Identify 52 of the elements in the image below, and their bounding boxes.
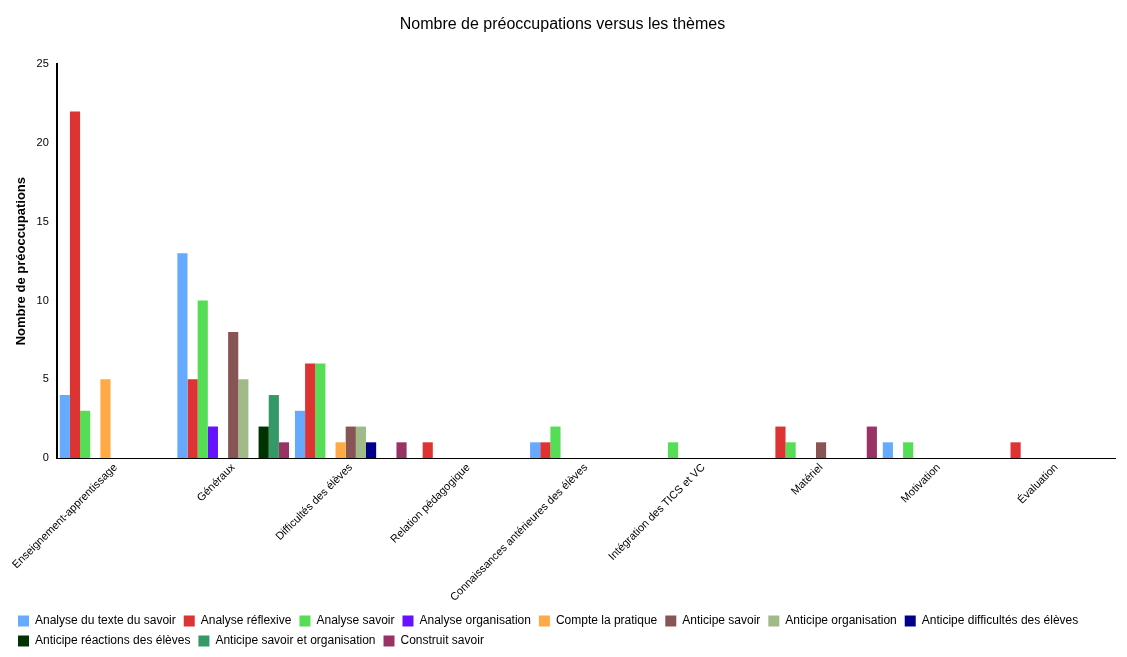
legend-label: Analyse réflexive [200, 613, 292, 628]
bar [197, 300, 208, 459]
bar [396, 442, 407, 459]
legend-label: Analyse du texte du savoir [35, 613, 176, 628]
bar [785, 442, 796, 459]
bar [258, 426, 269, 459]
bar [59, 395, 70, 459]
y-tick-label: 5 [42, 372, 49, 385]
bar [228, 332, 239, 459]
bar [315, 363, 326, 459]
y-tick-label: 20 [36, 136, 49, 148]
bar [305, 363, 316, 459]
y-tick-label: 25 [36, 57, 49, 70]
bar [238, 379, 249, 459]
bar [775, 426, 786, 459]
bar [80, 410, 91, 459]
y-tick-label: 15 [36, 214, 49, 227]
bar [345, 426, 356, 459]
legend-label: Anticipe organisation [785, 613, 897, 628]
legend-label: Analyse organisation [419, 613, 531, 628]
bar [1010, 442, 1021, 459]
legend-label: Anticipe savoir et organisation [215, 633, 376, 648]
bar [187, 379, 198, 459]
bar [882, 442, 893, 459]
legend-label: Anticipe réactions des élèves [35, 633, 191, 648]
y-tick-label: 10 [36, 293, 49, 306]
bar [422, 442, 433, 459]
bar [69, 111, 81, 459]
bar [903, 442, 914, 459]
bar [207, 426, 218, 459]
bar [268, 395, 279, 459]
bar [667, 442, 679, 459]
chart-title: Nombre de préoccupations versus les thèmes [399, 15, 726, 33]
legend-label: Compte la pratique [555, 613, 658, 628]
bar [866, 426, 877, 459]
bar [294, 410, 306, 459]
y-axis-title: Nombre de préoccupations [13, 176, 29, 346]
bar [530, 442, 541, 459]
bar [177, 253, 188, 459]
bar [550, 426, 561, 459]
legend-label: Analyse savoir [316, 613, 395, 628]
legend-label: Anticipe difficultés des élèves [921, 613, 1079, 628]
y-tick-label: 0 [42, 451, 49, 464]
bar [278, 442, 290, 459]
bar [355, 426, 366, 459]
bar [100, 379, 111, 459]
bar [335, 442, 346, 459]
legend-label: Construit savoir [400, 633, 484, 648]
bar [366, 442, 377, 459]
bar [815, 442, 827, 459]
legend-label: Anticipe savoir [682, 613, 761, 628]
bar [540, 442, 551, 459]
